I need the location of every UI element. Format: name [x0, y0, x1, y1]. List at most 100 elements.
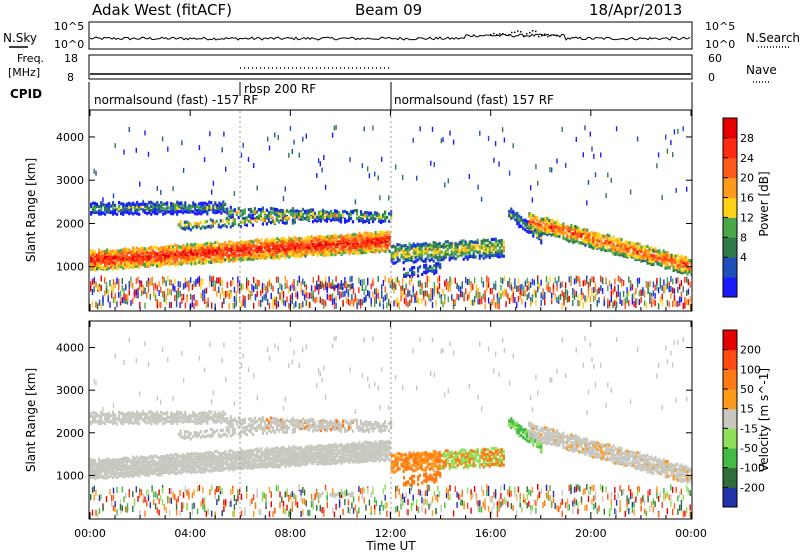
- data-cell: [354, 236, 357, 240]
- noise-panel-frame: [88, 21, 693, 50]
- data-cell: [624, 303, 626, 310]
- data-cell: [114, 265, 117, 269]
- data-cell: [305, 215, 309, 219]
- data-cell: [116, 458, 119, 462]
- data-cell: [252, 252, 255, 256]
- data-cell: [166, 469, 169, 473]
- data-cell: [562, 229, 565, 233]
- data-cell: [352, 299, 355, 306]
- data-cell: [570, 223, 573, 228]
- data-cell: [350, 240, 353, 244]
- data-cell: [182, 252, 185, 256]
- data-cell: [218, 255, 221, 259]
- data-cell: [363, 126, 365, 132]
- data-cell: [462, 257, 465, 261]
- data-cell: [388, 249, 391, 253]
- data-cell: [94, 262, 97, 267]
- data-cell: [102, 458, 105, 463]
- data-cell: [554, 229, 557, 233]
- data-cell: [336, 235, 339, 239]
- data-cell: [649, 280, 651, 287]
- data-cell: [182, 294, 185, 301]
- data-cell: [132, 472, 135, 477]
- data-cell: [556, 232, 559, 236]
- data-cell: [108, 470, 111, 474]
- data-cell: [104, 203, 107, 207]
- data-cell: [416, 175, 418, 181]
- data-cell: [183, 220, 186, 224]
- data-cell: [190, 247, 193, 251]
- data-cell: [344, 290, 346, 297]
- data-cell: [104, 277, 106, 284]
- data-cell: [438, 251, 441, 255]
- data-cell: [284, 244, 287, 248]
- data-cell: [326, 282, 328, 289]
- data-cell: [407, 301, 409, 308]
- data-cell: [200, 204, 203, 208]
- data-cell: [276, 241, 279, 245]
- data-cell: [372, 216, 375, 220]
- data-cell: [615, 126, 618, 132]
- data-cell: [676, 263, 679, 267]
- data-cell: [348, 246, 351, 250]
- data-cell: [512, 210, 515, 214]
- data-cell: [94, 474, 97, 479]
- data-cell: [92, 475, 95, 479]
- data-cell: [168, 279, 171, 286]
- data-cell: [582, 302, 584, 309]
- data-cell: [274, 247, 277, 251]
- data-cell: [176, 212, 179, 216]
- data-cell: [244, 243, 247, 247]
- data-cell: [144, 210, 147, 214]
- data-cell: [614, 285, 616, 292]
- data-cell: [110, 471, 113, 475]
- noise-search-dot: [544, 33, 546, 36]
- data-cell: [299, 215, 302, 219]
- data-cell: [144, 468, 147, 472]
- data-cell: [666, 266, 669, 270]
- data-cell: [144, 208, 147, 212]
- data-cell: [252, 240, 255, 244]
- data-cell: [158, 281, 160, 288]
- data-cell: [440, 244, 443, 249]
- data-cell: [90, 462, 93, 466]
- data-cell: [682, 303, 684, 310]
- data-cell: [378, 219, 381, 223]
- data-cell: [273, 220, 276, 224]
- data-cell: [356, 298, 358, 305]
- data-cell: [384, 242, 387, 246]
- data-cell: [328, 294, 330, 301]
- data-cell: [177, 292, 179, 299]
- data-cell: [116, 471, 119, 475]
- data-cell: [95, 281, 97, 288]
- data-cell: [428, 247, 431, 251]
- data-cell: [344, 235, 347, 239]
- data-cell: [450, 256, 453, 260]
- data-cell: [98, 460, 101, 464]
- data-cell: [225, 166, 227, 172]
- data-cell: [170, 247, 173, 252]
- data-cell: [577, 275, 579, 282]
- data-cell: [607, 298, 609, 305]
- data-cell: [670, 286, 672, 292]
- data-cell: [618, 245, 621, 250]
- data-cell: [300, 287, 302, 294]
- data-cell: [211, 219, 214, 223]
- data-cell: [298, 275, 300, 282]
- data-cell: [107, 289, 109, 296]
- data-cell: [496, 243, 499, 247]
- data-cell: [244, 252, 247, 256]
- data-cell: [602, 246, 605, 250]
- data-cell: [656, 258, 659, 262]
- data-cell: [308, 246, 311, 250]
- data-cell: [562, 233, 565, 237]
- data-cell: [412, 137, 414, 143]
- data-cell: [167, 275, 169, 282]
- data-cell: [205, 302, 208, 309]
- data-cell: [343, 217, 347, 221]
- data-cell: [339, 213, 343, 218]
- data-cell: [470, 280, 472, 287]
- data-cell: [134, 471, 137, 475]
- data-cell: [174, 259, 177, 263]
- data-cell: [160, 470, 163, 475]
